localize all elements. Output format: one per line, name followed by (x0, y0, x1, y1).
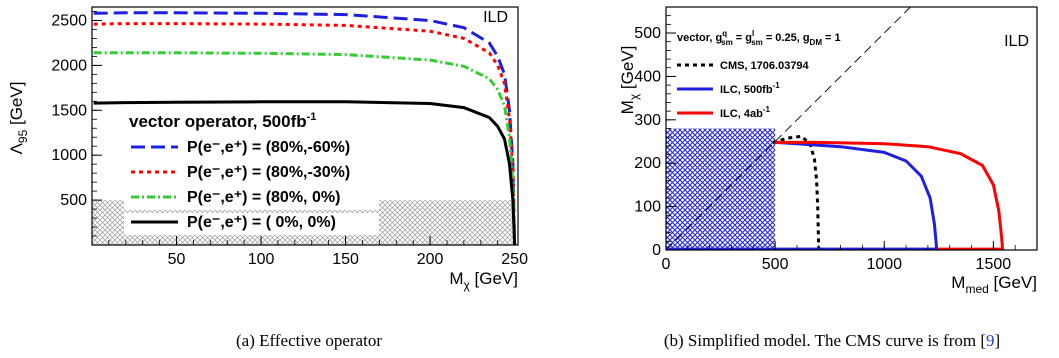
panel-a-caption: (a) Effective operator (236, 331, 382, 350)
y-tick-label: 200 (634, 155, 661, 172)
panel-b-diagonal (665, 6, 911, 251)
legend-entry: P(e⁻,e⁺) = (80%, 0%) (187, 189, 340, 206)
series-line-0 (93, 11, 517, 245)
x-tick-label: 1000 (866, 256, 902, 273)
x-tick-label: 100 (248, 251, 275, 268)
legend-entry: P(e⁻,e⁺) = ( 0%, 0%) (187, 214, 336, 231)
y-tick-label: 0 (652, 242, 661, 259)
x-tick-label: 50 (168, 251, 186, 268)
legend-bg (124, 188, 379, 210)
panel-a-ticks: 50 100 150 200 250 500 1000 1500 2000 2500 (51, 11, 528, 268)
panel-a-xlabel: Mχ [GeV] (449, 269, 518, 292)
x-tick-label: 500 (762, 256, 789, 273)
legend-bg (124, 163, 379, 185)
series-line-2 (775, 140, 1005, 250)
series-line-1 (93, 22, 517, 245)
panel-b-xlabel: Mmed [GeV] (951, 273, 1037, 296)
y-tick-label: 400 (634, 68, 661, 85)
y-tick-label: 500 (634, 25, 661, 42)
y-tick-label: 2000 (51, 57, 87, 74)
series-line-2 (93, 51, 517, 245)
legend-entry: P(e⁻,e⁺) = (80%,-30%) (187, 164, 350, 181)
panel-b-legend-title: vector, gq sm = gl sm = 0.25, gDM = 1 (677, 29, 841, 47)
legend-entry: ILC, 500fb-1 (720, 81, 780, 96)
legend-entry: ILC, 4ab-1 (720, 105, 770, 120)
panel-a-ylabel: Λ95 [GeV] (7, 82, 30, 155)
panel-a: 50 100 150 200 250 500 1000 1500 2000 2500 ILD ve… (7, 6, 528, 350)
x-tick-label: 1500 (976, 256, 1012, 273)
panel-b-ticks: 0 500 1000 1500 0 100 200 300 400 500 (634, 6, 1038, 273)
x-tick-label: 250 (501, 251, 528, 268)
panel-b-legend: vector, gq sm = gl sm = 0.25, gDM = 1 CMS,… (677, 29, 841, 120)
y-tick-label: 500 (60, 192, 87, 209)
x-tick-label: 150 (332, 251, 359, 268)
x-tick-label: 200 (417, 251, 444, 268)
series-line-0 (772, 134, 821, 250)
legend-entry: CMS, 1706.03794 (720, 60, 810, 72)
panel-a-legend: vector operator, 500fb-1 P(e⁻,e⁺) = (80%… (124, 111, 379, 235)
series-line-3 (93, 100, 517, 245)
panel-a-ild-tag: ILD (483, 9, 508, 26)
panel-b-ild-tag: ILD (1004, 33, 1029, 50)
y-tick-label: 2500 (51, 12, 87, 29)
panel-b-ylabel: Mχ [GeV] (618, 46, 641, 115)
y-tick-label: 1000 (51, 147, 87, 164)
legend-entry: P(e⁻,e⁺) = (80%,-60%) (187, 139, 350, 156)
y-tick-label: 1500 (51, 102, 87, 119)
legend-bg (124, 213, 379, 235)
panel-b-excluded-box (666, 128, 776, 250)
panel-a-legend-title: vector operator, 500fb-1 (129, 111, 316, 131)
y-tick-label: 300 (634, 112, 661, 129)
panel-a-frame (91, 6, 519, 246)
panel-b: 0 500 1000 1500 0 100 200 300 400 500 ILD vector,… (618, 6, 1038, 350)
y-tick-label: 100 (634, 199, 661, 216)
x-tick-label: 0 (662, 256, 671, 273)
panel-b-caption: (b) Simplified model. The CMS curve is f… (664, 331, 1000, 350)
panel-a-curves (93, 11, 517, 245)
legend-bg (124, 138, 379, 160)
